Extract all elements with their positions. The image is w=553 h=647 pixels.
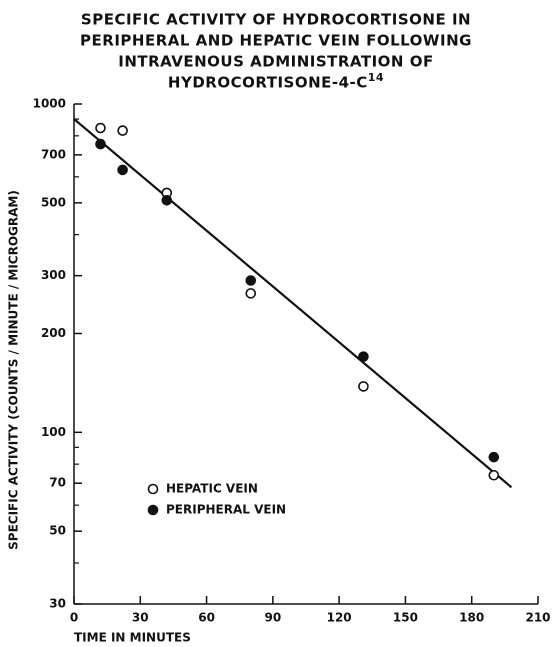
y-tick-label: 50	[49, 524, 66, 538]
y-tick-label: 1000	[33, 97, 66, 111]
x-tick-label: 30	[132, 611, 149, 625]
y-tick-label: 700	[41, 147, 66, 161]
data-point	[95, 122, 106, 134]
title-line: HYDROCORTISONE-4-C14	[168, 71, 384, 92]
fit-line	[73, 118, 513, 489]
data-point	[358, 351, 369, 362]
data-point	[358, 381, 369, 392]
y-tick-label: 70	[49, 476, 66, 490]
data-point	[245, 288, 257, 299]
title-superscript: 14	[368, 71, 384, 84]
legend-label: HEPATIC VEIN	[166, 482, 258, 496]
x-tick-label: 180	[459, 611, 484, 625]
x-tick-label: 150	[393, 611, 418, 625]
title-line: INTRAVENOUS ADMINISTRATION OF	[118, 53, 433, 71]
x-tick-label: 60	[198, 611, 215, 625]
data-point	[117, 125, 128, 136]
data-point	[95, 138, 106, 150]
legend-marker	[147, 483, 159, 495]
x-tick-label: 0	[70, 611, 78, 625]
data-point	[245, 275, 257, 286]
title-line: SPECIFIC ACTIVITY OF HYDROCORTISONE IN	[81, 11, 471, 29]
x-tick-label: 90	[265, 611, 282, 625]
y-tick-label: 300	[41, 268, 66, 282]
x-axis-label: TIME IN MINUTES	[74, 631, 191, 645]
y-tick-label: 100	[41, 425, 66, 439]
data-point	[488, 469, 500, 481]
title-line: PERIPHERAL AND HEPATIC VEIN FOLLOWING	[80, 32, 472, 50]
y-tick-label: 500	[41, 195, 66, 209]
data-point	[488, 451, 500, 463]
legend-marker	[147, 504, 159, 516]
y-tick-label: 30	[49, 597, 66, 611]
x-tick-label: 120	[327, 611, 352, 625]
data-point	[117, 164, 128, 176]
chart-title: SPECIFIC ACTIVITY OF HYDROCORTISONE IN PE…	[80, 11, 472, 92]
y-axis-label: SPECIFIC ACTIVITY (COUNTS / MINUTE / MIC…	[7, 190, 21, 550]
data-point	[161, 194, 173, 206]
legend-label: PERIPHERAL VEIN	[166, 503, 286, 517]
x-tick-label: 210	[525, 611, 550, 625]
y-tick-label: 200	[41, 326, 66, 340]
